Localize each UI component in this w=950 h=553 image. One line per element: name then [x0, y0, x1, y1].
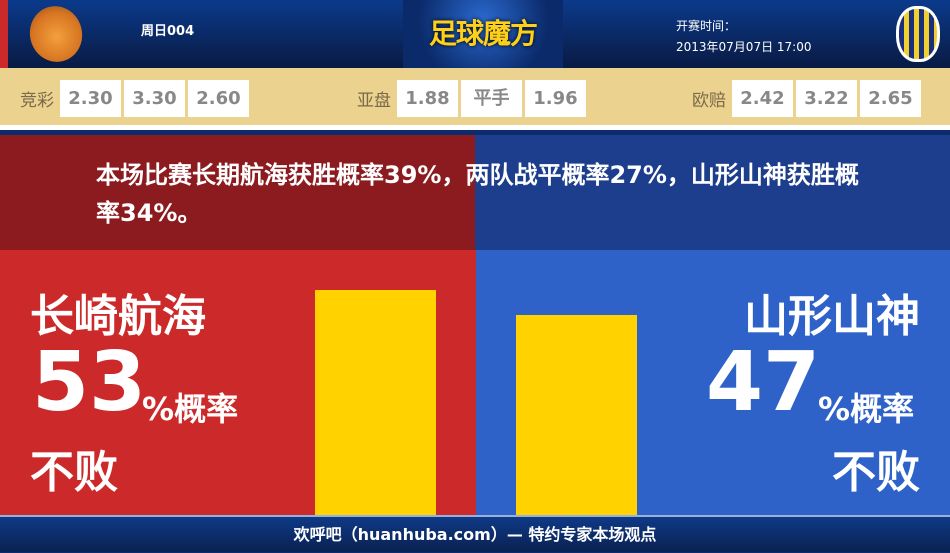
match-code: 周日004	[141, 24, 195, 39]
away-team-name: 山形山神	[744, 291, 920, 342]
odds-value: 2.60	[188, 80, 249, 117]
home-percent-unit: %概率	[142, 390, 239, 428]
home-percent: 53	[32, 335, 147, 430]
away-percent: 47	[706, 335, 821, 430]
odds-label: 亚盘	[357, 91, 391, 111]
home-result: 不败	[30, 447, 118, 498]
odds-value: 3.30	[124, 80, 185, 117]
odds-value: 2.42	[732, 80, 793, 117]
odds-label: 欧赔	[692, 91, 726, 111]
odds-jingcai: 竞彩 2.30 3.30 2.60	[20, 80, 249, 117]
home-team-name: 长崎航海	[30, 291, 206, 342]
odds-value: 2.65	[860, 80, 921, 117]
home-team-logo	[23, 0, 89, 68]
kickoff-info: 开赛时间： 2013年07月07日 17:00	[676, 16, 811, 58]
odds-value: 1.96	[525, 80, 586, 117]
odds-value: 1.88	[397, 80, 458, 117]
odds-value: 平手	[461, 80, 522, 117]
footer-credit: 欢呼吧（huanhuba.com）— 特约专家本场观点	[0, 515, 950, 552]
odds-label: 竞彩	[20, 91, 54, 111]
probability-summary: 本场比赛长期航海获胜概率39%，两队战平概率27%，山形山神获胜概率34%。	[96, 161, 859, 227]
summary-bg-away	[475, 135, 950, 250]
away-percent-unit: %概率	[818, 390, 915, 428]
odds-value: 2.30	[60, 80, 121, 117]
odds-value: 3.22	[796, 80, 857, 117]
kickoff-label: 开赛时间：	[676, 19, 737, 33]
kickoff-time: 2013年07月07日 17:00	[676, 40, 812, 54]
odds-bar: 竞彩 2.30 3.30 2.60 亚盘 1.88 平手 1.96 欧赔 2.4…	[0, 68, 950, 130]
away-probability-bar	[516, 315, 637, 515]
away-team-logo	[896, 6, 940, 62]
summary-bg-home	[0, 135, 475, 250]
away-result: 不败	[832, 447, 920, 498]
header: 周日004 足球魔方 开赛时间： 2013年07月07日 17:00	[0, 0, 950, 68]
odds-yapan: 亚盘 1.88 平手 1.96	[357, 80, 586, 117]
odds-oupei: 欧赔 2.42 3.22 2.65	[692, 80, 921, 117]
brand-logo: 足球魔方	[403, 0, 563, 68]
home-probability-bar	[315, 290, 436, 515]
